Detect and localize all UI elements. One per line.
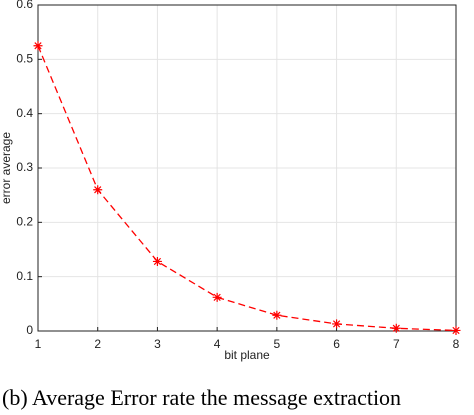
x-tick-label: 2 xyxy=(94,337,101,351)
y-tick-label: 0.2 xyxy=(16,215,33,229)
x-tick-label: 1 xyxy=(35,337,42,351)
x-axis-label: bit plane xyxy=(224,348,270,362)
y-tick-label: 0 xyxy=(26,323,33,337)
y-tick-label: 0.3 xyxy=(16,160,33,174)
x-tick-label: 5 xyxy=(274,337,281,351)
x-tick-label: 8 xyxy=(453,337,460,351)
y-tick-label: 0.4 xyxy=(16,106,33,120)
plot-frame xyxy=(37,4,457,332)
y-tick-label: 0.1 xyxy=(16,269,33,283)
data-marker xyxy=(212,292,222,302)
data-marker xyxy=(33,41,43,51)
x-tick-label: 4 xyxy=(214,337,221,351)
y-tick-label: 0.6 xyxy=(16,0,33,11)
y-axis-label: error average xyxy=(0,132,13,204)
data-marker xyxy=(152,256,162,266)
caption: (b) Average Error rate the message extra… xyxy=(2,385,401,410)
data-marker xyxy=(451,325,461,335)
data-marker xyxy=(332,319,342,329)
x-tick-label: 7 xyxy=(393,337,400,351)
data-marker xyxy=(93,185,103,195)
data-line xyxy=(37,45,457,332)
y-tick-label: 0.5 xyxy=(16,52,33,66)
data-marker xyxy=(272,310,282,320)
x-tick-label: 6 xyxy=(333,337,340,351)
x-tick-label: 3 xyxy=(154,337,161,351)
data-marker xyxy=(391,323,401,333)
